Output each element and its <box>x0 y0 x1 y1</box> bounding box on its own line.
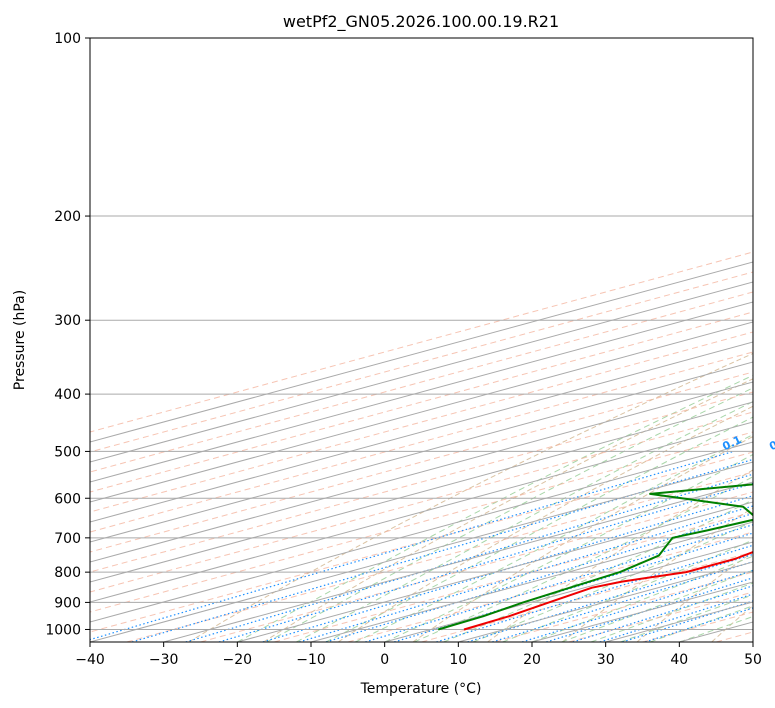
mixing-ratio-line <box>365 524 753 642</box>
background-dashed-line <box>90 371 753 553</box>
background-dashed-line <box>90 311 753 493</box>
background-lines <box>90 251 753 642</box>
mixing-ratio-line <box>299 505 753 642</box>
isotherm-gridline <box>237 501 753 642</box>
mixing-ratio-line <box>492 561 753 642</box>
dry-adiabat <box>337 405 753 642</box>
x-tick-label: 0 <box>380 652 389 668</box>
background-dashed-line <box>90 451 753 633</box>
moist-adiabat <box>443 499 753 642</box>
moist-adiabat <box>296 401 753 642</box>
y-tick-label: 900 <box>54 595 81 611</box>
y-tick-label: 400 <box>54 387 81 403</box>
isotherm-gridline <box>384 541 753 642</box>
background-dashed-line <box>274 511 753 642</box>
background-dashed-line <box>90 291 753 473</box>
mixing-ratio-line <box>325 512 753 642</box>
x-tick-label: 10 <box>449 652 467 668</box>
mixing-ratio-line <box>436 544 753 642</box>
moist-adiabat <box>266 387 753 642</box>
x-tick-label: −30 <box>149 652 179 668</box>
isotherm-gridline <box>90 421 753 603</box>
x-tick-label: −40 <box>75 652 105 668</box>
y-tick-label: 1000 <box>45 623 81 639</box>
y-tick-label: 100 <box>54 31 81 47</box>
isotherm-gridline <box>90 321 753 503</box>
isotherm-gridline <box>310 521 753 642</box>
x-tick-label: 20 <box>523 652 541 668</box>
temperature-line <box>463 550 753 631</box>
y-tick-label: 200 <box>54 209 81 225</box>
y-tick-label: 700 <box>54 531 81 547</box>
dry-adiabat <box>263 378 753 642</box>
series-lines <box>437 483 753 631</box>
x-tick-label: −10 <box>296 652 326 668</box>
mixing-ratio-line <box>90 450 734 641</box>
mixing-ratio-line <box>218 482 753 642</box>
isotherm-gridline <box>163 481 753 642</box>
isotherm-gridline <box>90 441 753 623</box>
background-dashed-line <box>568 591 753 642</box>
isotherm-gridline <box>90 461 753 642</box>
mixing-ratio-line <box>131 458 753 642</box>
isotherm-gridline <box>90 401 753 583</box>
y-axis-label: Pressure (hPa) <box>12 290 28 390</box>
isotherm-gridline <box>458 561 753 642</box>
mixing-ratio-label: 0.1 <box>720 433 743 453</box>
background-dashed-line <box>347 531 753 642</box>
isotherm-gridline <box>531 581 753 642</box>
background-dashed-line <box>495 571 753 642</box>
background-dashed-line <box>126 471 753 642</box>
moist-adiabat <box>325 416 753 642</box>
x-axis-label: Temperature (°C) <box>360 681 482 697</box>
plot-frame <box>89 37 754 643</box>
moist-adiabat <box>531 555 753 642</box>
background-dashed-line <box>90 331 753 513</box>
isotherm-gridline <box>605 601 753 642</box>
background-dashed-line <box>90 251 753 433</box>
moist-adiabat <box>354 433 753 642</box>
dry-adiabat <box>188 352 753 642</box>
background-dashed-line <box>200 491 753 642</box>
moist-adiabat <box>620 594 753 642</box>
isotherm-gridline <box>90 361 753 543</box>
y-tick-label: 500 <box>54 444 81 460</box>
isotherm-gridline <box>90 381 753 563</box>
x-axis: −40 −30 −20 −10 0 10 20 30 40 50 <box>75 642 762 668</box>
background-dashed-line <box>90 411 753 593</box>
background-dashed-line <box>90 271 753 453</box>
mixing-ratio-label: 0.2 <box>767 433 775 453</box>
y-axis: 1000 900 800 700 600 500 400 300 200 100 <box>45 31 90 639</box>
background-dashed-line <box>90 391 753 573</box>
x-tick-label: 30 <box>597 652 615 668</box>
y-tick-label: 600 <box>54 491 81 507</box>
isotherm-gridline <box>752 641 753 642</box>
y-tick-label: 800 <box>54 565 81 581</box>
dry-adiabat <box>636 551 753 642</box>
isotherm-gridline <box>90 261 753 443</box>
dry-adiabat <box>561 507 753 642</box>
dewpoint-line <box>437 483 753 631</box>
isotherm-gridline <box>90 281 753 463</box>
background-dashed-line <box>90 351 753 533</box>
grid-lines <box>90 38 753 642</box>
x-tick-label: −20 <box>223 652 253 668</box>
y-tick-label: 300 <box>54 313 81 329</box>
dry-adiabat <box>711 604 753 642</box>
isotherm-gridline <box>90 301 753 483</box>
isotherm-gridline <box>90 341 753 523</box>
x-tick-label: 50 <box>744 652 762 668</box>
background-dashed-line <box>90 431 753 613</box>
chart-title: wetPf2_GN05.2026.100.00.19.R21 <box>283 12 559 32</box>
moist-adiabat <box>413 476 753 642</box>
x-tick-label: 40 <box>670 652 688 668</box>
